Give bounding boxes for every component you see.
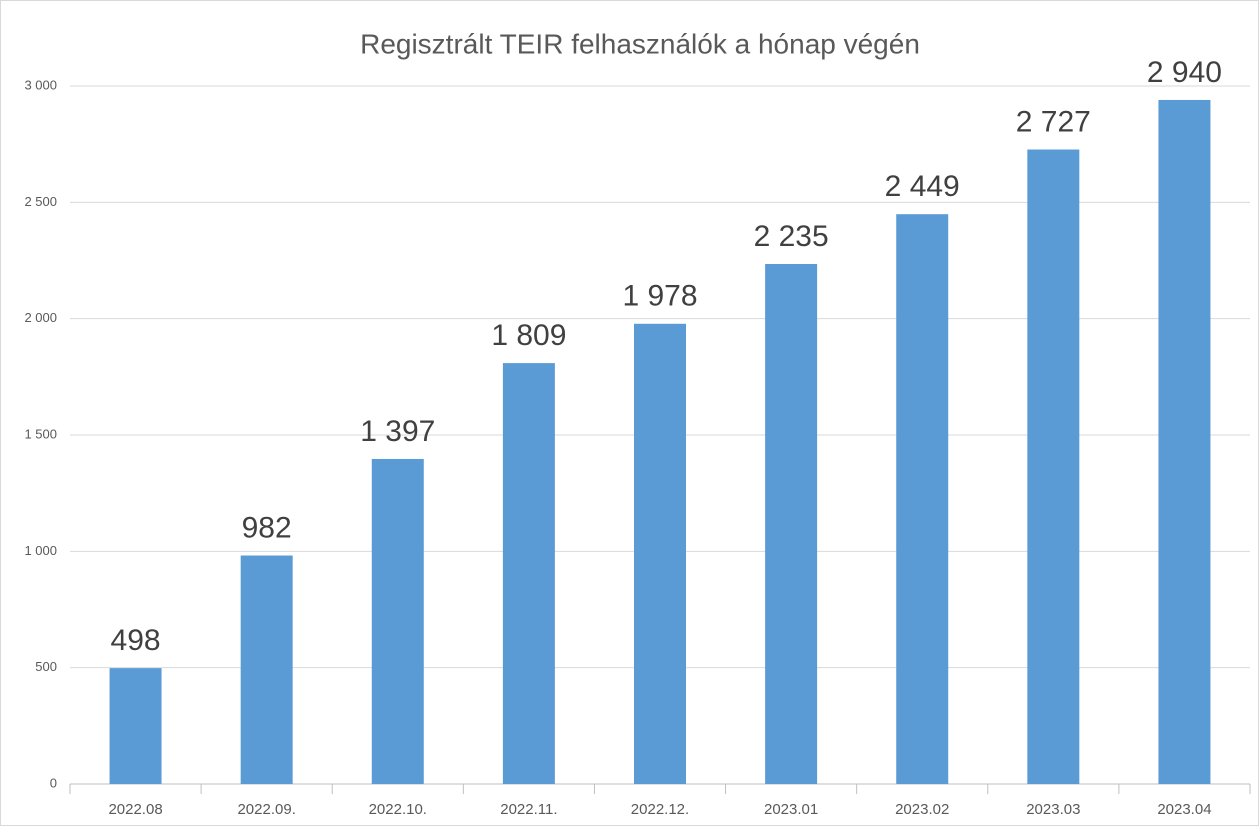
y-tick-label: 3 000 xyxy=(24,77,57,92)
bar xyxy=(240,555,293,784)
data-label: 2 940 xyxy=(1147,56,1222,89)
bar xyxy=(1158,99,1211,784)
x-tick-label: 2023.02 xyxy=(895,801,949,818)
data-label: 2 449 xyxy=(885,170,960,203)
bar xyxy=(502,363,555,784)
data-label: 1 809 xyxy=(491,319,566,352)
bar xyxy=(109,668,162,784)
x-tick-label: 2022.12. xyxy=(631,801,689,818)
x-tick-label: 2022.08 xyxy=(108,801,162,818)
data-label: 1 397 xyxy=(360,415,435,448)
chart-title: Regisztrált TEIR felhasználók a hónap vé… xyxy=(360,28,920,59)
x-tick-label: 2022.10. xyxy=(369,801,427,818)
x-tick-label: 2023.04 xyxy=(1157,801,1211,818)
x-tick-label: 2022.09. xyxy=(237,801,295,818)
y-tick-label: 1 500 xyxy=(24,426,57,441)
y-tick-label: 500 xyxy=(35,659,57,674)
x-tick-label: 2023.03 xyxy=(1026,801,1080,818)
bar xyxy=(765,263,818,784)
y-tick-label: 1 000 xyxy=(24,543,57,558)
bar xyxy=(371,458,424,784)
data-label: 982 xyxy=(242,511,292,544)
y-tick-label: 2 500 xyxy=(24,194,57,209)
data-label: 2 727 xyxy=(1016,105,1091,138)
y-tick-label: 2 000 xyxy=(24,310,57,325)
data-label: 498 xyxy=(111,624,161,657)
data-label: 2 235 xyxy=(754,220,829,253)
x-tick-label: 2023.01 xyxy=(764,801,818,818)
bar xyxy=(634,323,686,784)
data-label: 1 978 xyxy=(622,280,697,313)
bar xyxy=(1027,149,1080,784)
y-tick-label: 0 xyxy=(50,775,57,790)
x-tick-label: 2022.11. xyxy=(500,801,557,818)
bar xyxy=(896,214,949,784)
